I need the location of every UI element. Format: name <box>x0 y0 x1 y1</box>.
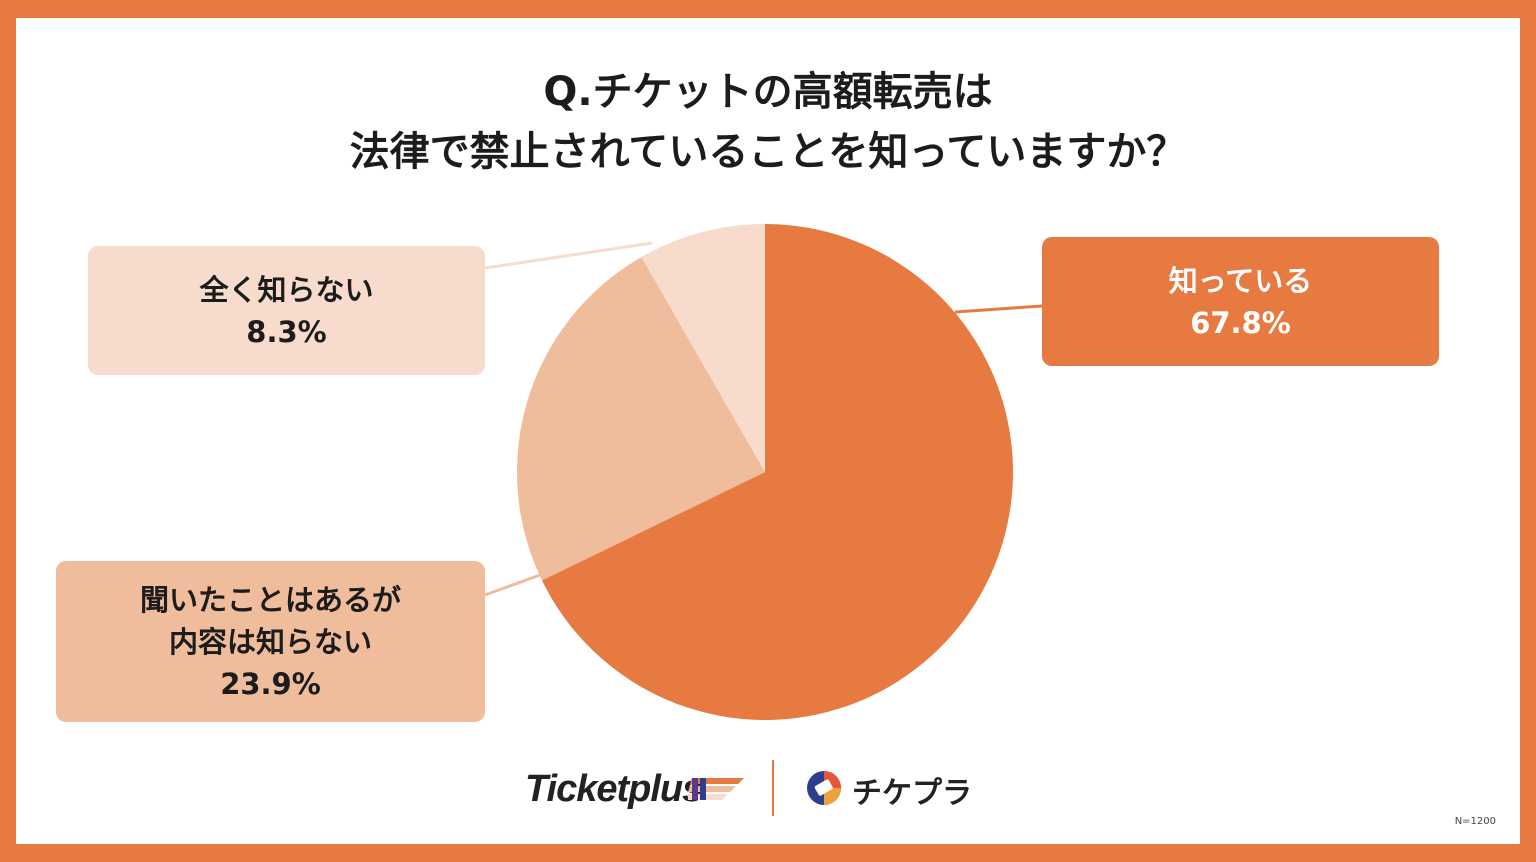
label-known: 知っている 67.8% <box>1042 237 1439 366</box>
chart-title: Q.チケットの高額転売は 法律で禁止されていることを知っていますか？ <box>0 62 1536 182</box>
label-never: 全く知らない 8.3% <box>88 246 485 375</box>
pie-slice-heard <box>516 256 765 581</box>
chikepura-logo: チケプラ <box>852 776 972 811</box>
footer-divider <box>772 760 774 816</box>
label-heard-value: 23.9% <box>220 666 321 701</box>
leader-line-known <box>954 304 1043 314</box>
title-line-2: 法律で禁止されていることを知っていますか？ <box>349 129 1187 175</box>
ticketplus-stripes-icon <box>688 778 744 800</box>
title-line-1: Q.チケットの高額転売は <box>543 69 993 115</box>
pie-slice-never <box>641 224 765 472</box>
ticketplus-logo: Ticketplus <box>525 768 703 810</box>
footer: Ticketplus チケプラ <box>0 758 1536 818</box>
label-known-name: 知っている <box>1168 263 1313 298</box>
leader-line-heard <box>484 573 541 597</box>
label-heard: 聞いたことはあるが 内容は知らない 23.9% <box>56 561 485 722</box>
label-heard-name-line1: 聞いたことはあるが <box>139 582 401 617</box>
leader-line-never <box>484 241 653 270</box>
label-heard-name-line2: 内容は知らない <box>168 624 372 659</box>
label-never-name: 全く知らない <box>199 272 374 307</box>
label-never-value: 8.3% <box>246 314 327 349</box>
label-known-value: 67.8% <box>1190 305 1291 340</box>
chikepura-logo-icon <box>807 771 841 805</box>
sample-size: N=1200 <box>1454 816 1496 827</box>
pie-slice-known <box>541 224 1013 720</box>
